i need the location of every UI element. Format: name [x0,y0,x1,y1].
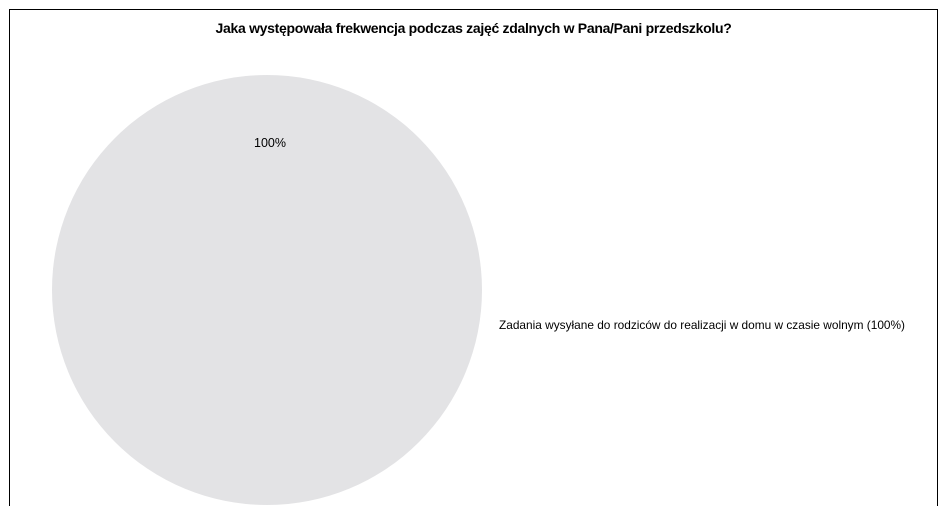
slice-category-label-0: Zadania wysyłane do rodziców do realizac… [499,318,905,332]
pie-slices [52,75,482,505]
chart-title: Jaka występowała frekwencja podczas zaję… [215,20,732,36]
chart-frame [9,9,938,506]
pie-slice-0 [52,75,482,505]
slice-data-label-0: 100% [254,136,286,150]
pie-labels: 100% Zadania wysyłane do rodziców do real… [254,136,905,332]
